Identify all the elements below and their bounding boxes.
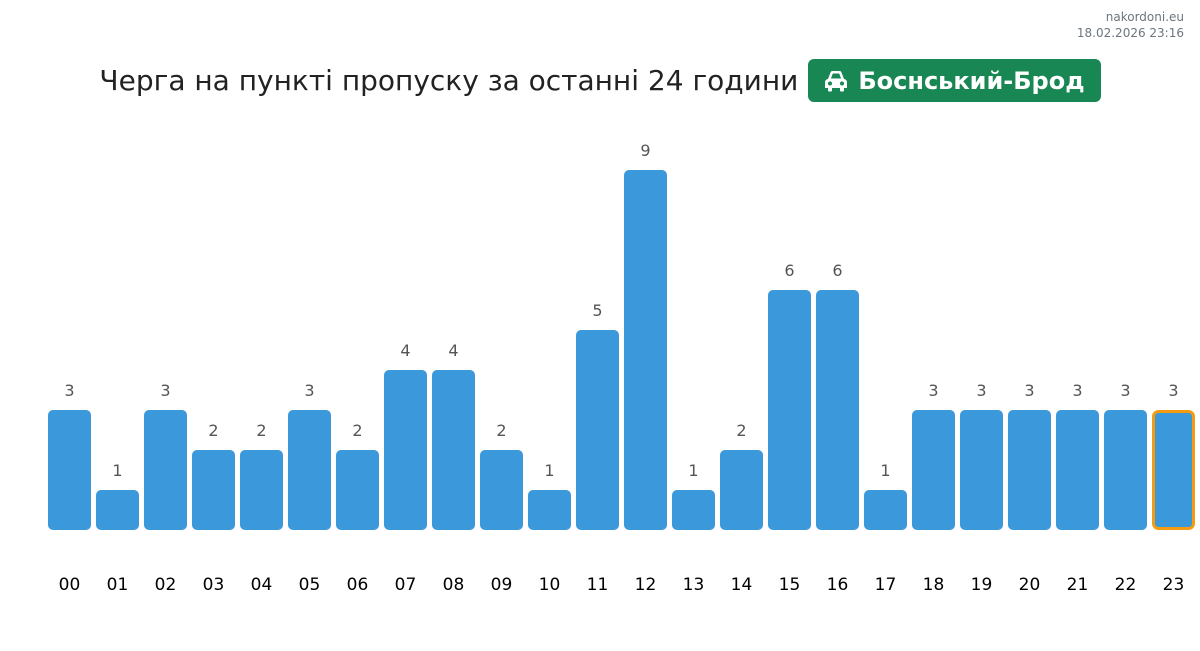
value-label-07: 4: [400, 341, 410, 360]
tick-label-14: 14: [731, 575, 753, 595]
bar-19[interactable]: [960, 410, 1003, 530]
value-label-19: 3: [976, 381, 986, 400]
value-label-00: 3: [64, 381, 74, 400]
tick-label-22: 22: [1115, 575, 1137, 595]
tick-label-01: 01: [107, 575, 129, 595]
bar-09[interactable]: [480, 450, 523, 530]
chart-header: Черга на пункті пропуску за останні 24 г…: [0, 59, 1200, 102]
bar-18[interactable]: [912, 410, 955, 530]
bar-01[interactable]: [96, 490, 139, 530]
bar-22[interactable]: [1104, 410, 1147, 530]
tick-label-07: 07: [395, 575, 417, 595]
bar-07[interactable]: [384, 370, 427, 530]
bar-10[interactable]: [528, 490, 571, 530]
tick-label-13: 13: [683, 575, 705, 595]
bar-12[interactable]: [624, 170, 667, 530]
tick-label-05: 05: [299, 575, 321, 595]
value-label-18: 3: [928, 381, 938, 400]
bar-02[interactable]: [144, 410, 187, 530]
value-label-10: 1: [544, 461, 554, 480]
value-label-05: 3: [304, 381, 314, 400]
bar-00[interactable]: [48, 410, 91, 530]
value-label-22: 3: [1120, 381, 1130, 400]
bar-15[interactable]: [768, 290, 811, 530]
tick-label-18: 18: [923, 575, 945, 595]
bar-04[interactable]: [240, 450, 283, 530]
value-label-15: 6: [784, 261, 794, 280]
value-label-09: 2: [496, 421, 506, 440]
tick-label-04: 04: [251, 575, 273, 595]
bar-06[interactable]: [336, 450, 379, 530]
bar-14[interactable]: [720, 450, 763, 530]
value-label-13: 1: [688, 461, 698, 480]
value-label-11: 5: [592, 301, 602, 320]
bar-23[interactable]: [1152, 410, 1195, 530]
bar-17[interactable]: [864, 490, 907, 530]
bar-20[interactable]: [1008, 410, 1051, 530]
bar-21[interactable]: [1056, 410, 1099, 530]
tick-label-23: 23: [1163, 575, 1185, 595]
value-label-20: 3: [1024, 381, 1034, 400]
value-label-04: 2: [256, 421, 266, 440]
value-label-12: 9: [640, 141, 650, 160]
bar-08[interactable]: [432, 370, 475, 530]
source-site[interactable]: nakordoni.eu: [1105, 10, 1184, 24]
tick-label-16: 16: [827, 575, 849, 595]
value-label-03: 2: [208, 421, 218, 440]
tick-label-00: 00: [59, 575, 81, 595]
value-label-06: 2: [352, 421, 362, 440]
tick-label-09: 09: [491, 575, 513, 595]
bar-16[interactable]: [816, 290, 859, 530]
value-label-14: 2: [736, 421, 746, 440]
value-label-23: 3: [1168, 381, 1178, 400]
tick-label-02: 02: [155, 575, 177, 595]
value-label-21: 3: [1072, 381, 1082, 400]
tick-label-20: 20: [1019, 575, 1041, 595]
tick-label-12: 12: [635, 575, 657, 595]
value-label-01: 1: [112, 461, 122, 480]
tick-label-19: 19: [971, 575, 993, 595]
checkpoint-name: Боснський-Брод: [858, 66, 1085, 95]
tick-label-15: 15: [779, 575, 801, 595]
tick-label-17: 17: [875, 575, 897, 595]
chart-title: Черга на пункті пропуску за останні 24 г…: [99, 64, 799, 97]
bar-03[interactable]: [192, 450, 235, 530]
tick-label-11: 11: [587, 575, 609, 595]
value-label-08: 4: [448, 341, 458, 360]
bar-11[interactable]: [576, 330, 619, 530]
value-label-16: 6: [832, 261, 842, 280]
value-label-17: 1: [880, 461, 890, 480]
tick-label-21: 21: [1067, 575, 1089, 595]
bar-05[interactable]: [288, 410, 331, 530]
tick-label-10: 10: [539, 575, 561, 595]
tick-label-08: 08: [443, 575, 465, 595]
tick-label-06: 06: [347, 575, 369, 595]
bar-13[interactable]: [672, 490, 715, 530]
car-icon: [825, 70, 848, 91]
value-label-02: 3: [160, 381, 170, 400]
checkpoint-badge: Боснський-Брод: [808, 59, 1101, 102]
tick-label-03: 03: [203, 575, 225, 595]
timestamp: 18.02.2026 23:16: [1076, 26, 1184, 40]
source-info: nakordoni.eu 18.02.2026 23:16: [1077, 9, 1184, 41]
